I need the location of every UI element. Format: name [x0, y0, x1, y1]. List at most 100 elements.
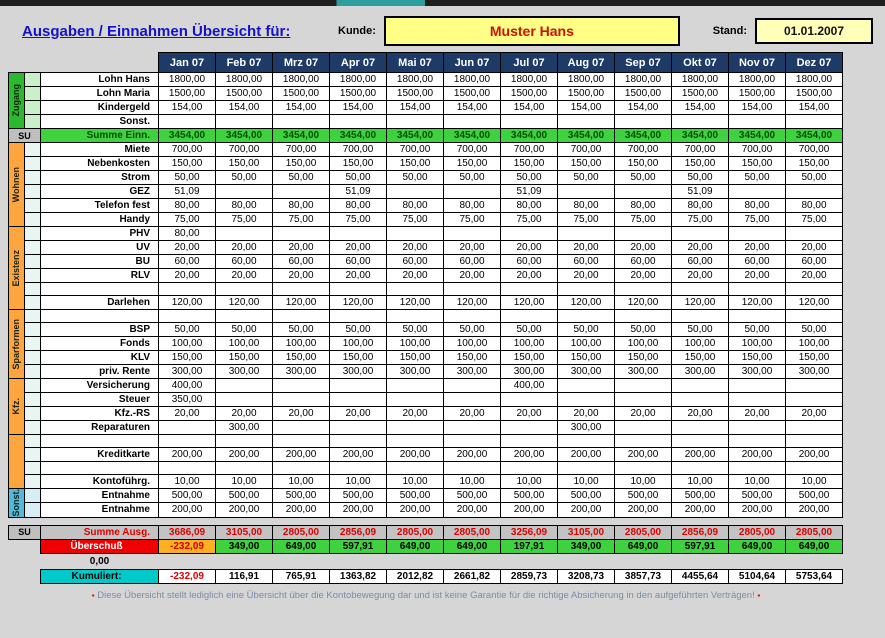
cell[interactable]: 20,00	[272, 406, 330, 421]
cell[interactable]	[386, 184, 444, 199]
cell[interactable]: 700,00	[728, 142, 786, 157]
cell[interactable]: 200,00	[785, 447, 843, 462]
cell[interactable]: 50,00	[272, 322, 330, 337]
cell[interactable]: 10,00	[785, 474, 843, 489]
cell[interactable]	[272, 282, 330, 296]
cell[interactable]: 20,00	[728, 406, 786, 421]
cell[interactable]: 75,00	[215, 212, 273, 227]
cell[interactable]	[557, 226, 615, 241]
cell[interactable]: 3454,00	[500, 128, 558, 143]
cell[interactable]	[215, 309, 273, 323]
cell[interactable]: 3454,00	[272, 128, 330, 143]
section-tint-cell[interactable]	[24, 461, 41, 475]
cell[interactable]: 3454,00	[386, 128, 444, 143]
cell[interactable]: -232,09	[158, 568, 216, 584]
row-label[interactable]: Fonds	[40, 336, 159, 351]
section-tint-cell[interactable]	[24, 420, 41, 435]
cell[interactable]: 60,00	[272, 254, 330, 269]
month-header[interactable]: Aug 07	[557, 52, 615, 73]
cell[interactable]: 50,00	[728, 322, 786, 337]
cell[interactable]: 20,00	[728, 240, 786, 255]
cell[interactable]: 154,00	[386, 100, 444, 115]
cell[interactable]: 120,00	[557, 295, 615, 310]
cell[interactable]	[785, 309, 843, 323]
cell[interactable]: 20,00	[557, 240, 615, 255]
cell[interactable]	[785, 461, 843, 475]
cell[interactable]	[557, 434, 615, 448]
cell[interactable]	[386, 114, 444, 129]
cell[interactable]	[386, 392, 444, 407]
cell[interactable]	[386, 378, 444, 393]
section-tint-cell[interactable]	[24, 198, 41, 213]
cell[interactable]: 150,00	[158, 350, 216, 365]
cell[interactable]: 700,00	[158, 142, 216, 157]
cell[interactable]: 1500,00	[500, 86, 558, 101]
cell[interactable]	[614, 114, 672, 129]
cell[interactable]: 649,00	[443, 538, 501, 554]
cell[interactable]	[386, 420, 444, 435]
cell[interactable]: 154,00	[671, 100, 729, 115]
cell[interactable]: 150,00	[785, 156, 843, 171]
cell[interactable]: 200,00	[272, 502, 330, 518]
cell[interactable]	[329, 461, 387, 475]
cell[interactable]: 1800,00	[614, 72, 672, 87]
cell[interactable]: 50,00	[386, 170, 444, 185]
cell[interactable]: 200,00	[557, 447, 615, 462]
cell[interactable]	[443, 114, 501, 129]
cell[interactable]	[557, 184, 615, 199]
row-label[interactable]: Darlehen	[40, 295, 159, 310]
cell[interactable]: 200,00	[785, 502, 843, 518]
cell[interactable]: 10,00	[671, 474, 729, 489]
cell[interactable]: 3454,00	[443, 128, 501, 143]
cell[interactable]	[272, 184, 330, 199]
cell[interactable]	[500, 392, 558, 407]
cell[interactable]: 1500,00	[785, 86, 843, 101]
cell[interactable]	[728, 309, 786, 323]
row-label[interactable]: Kfz.-RS	[40, 406, 159, 421]
cell[interactable]: 100,00	[614, 336, 672, 351]
cell[interactable]: 120,00	[329, 295, 387, 310]
cell[interactable]	[272, 114, 330, 129]
cell[interactable]: 500,00	[671, 487, 729, 504]
cell[interactable]: 60,00	[557, 254, 615, 269]
section-bar-existenz[interactable]: Existenz	[8, 226, 25, 310]
row-label[interactable]: Lohn Hans	[40, 72, 159, 87]
cell[interactable]: 300,00	[215, 420, 273, 435]
cell[interactable]: 150,00	[443, 156, 501, 171]
cell[interactable]: 75,00	[158, 212, 216, 227]
cell[interactable]	[500, 434, 558, 448]
cell[interactable]: 3208,73	[557, 568, 615, 584]
row-label[interactable]: Kindergeld	[40, 100, 159, 115]
cell[interactable]	[443, 282, 501, 296]
cell[interactable]: 20,00	[215, 406, 273, 421]
cell[interactable]: 1363,82	[329, 568, 387, 584]
cell[interactable]: 350,00	[158, 392, 216, 407]
cell[interactable]	[443, 392, 501, 407]
cell[interactable]: 50,00	[443, 170, 501, 185]
cell[interactable]: 20,00	[557, 406, 615, 421]
section-tint-cell[interactable]	[24, 392, 41, 407]
cell[interactable]: 120,00	[671, 295, 729, 310]
cell[interactable]: 200,00	[671, 447, 729, 462]
cell[interactable]: 200,00	[386, 502, 444, 518]
cell[interactable]: 80,00	[272, 198, 330, 213]
cell[interactable]: 3454,00	[671, 128, 729, 143]
cell[interactable]: 20,00	[614, 268, 672, 283]
cell[interactable]: 2661,82	[443, 568, 501, 584]
cell[interactable]	[443, 434, 501, 448]
row-label[interactable]: Miete	[40, 142, 159, 157]
cell[interactable]	[614, 392, 672, 407]
cell[interactable]	[728, 282, 786, 296]
cell[interactable]: 116,91	[215, 568, 273, 584]
section-tint-cell[interactable]	[24, 114, 41, 129]
cell[interactable]	[671, 114, 729, 129]
cell[interactable]: 80,00	[557, 198, 615, 213]
row-label[interactable]: KLV	[40, 350, 159, 365]
cell[interactable]	[557, 309, 615, 323]
month-header[interactable]: Jan 07	[158, 52, 216, 73]
row-label[interactable]: 0,00	[89, 555, 110, 567]
row-label[interactable]: Summe Ausg.	[40, 524, 159, 540]
row-label[interactable]: RLV	[40, 268, 159, 283]
cell[interactable]: 597,91	[671, 538, 729, 554]
section-tint-cell[interactable]	[24, 447, 41, 462]
